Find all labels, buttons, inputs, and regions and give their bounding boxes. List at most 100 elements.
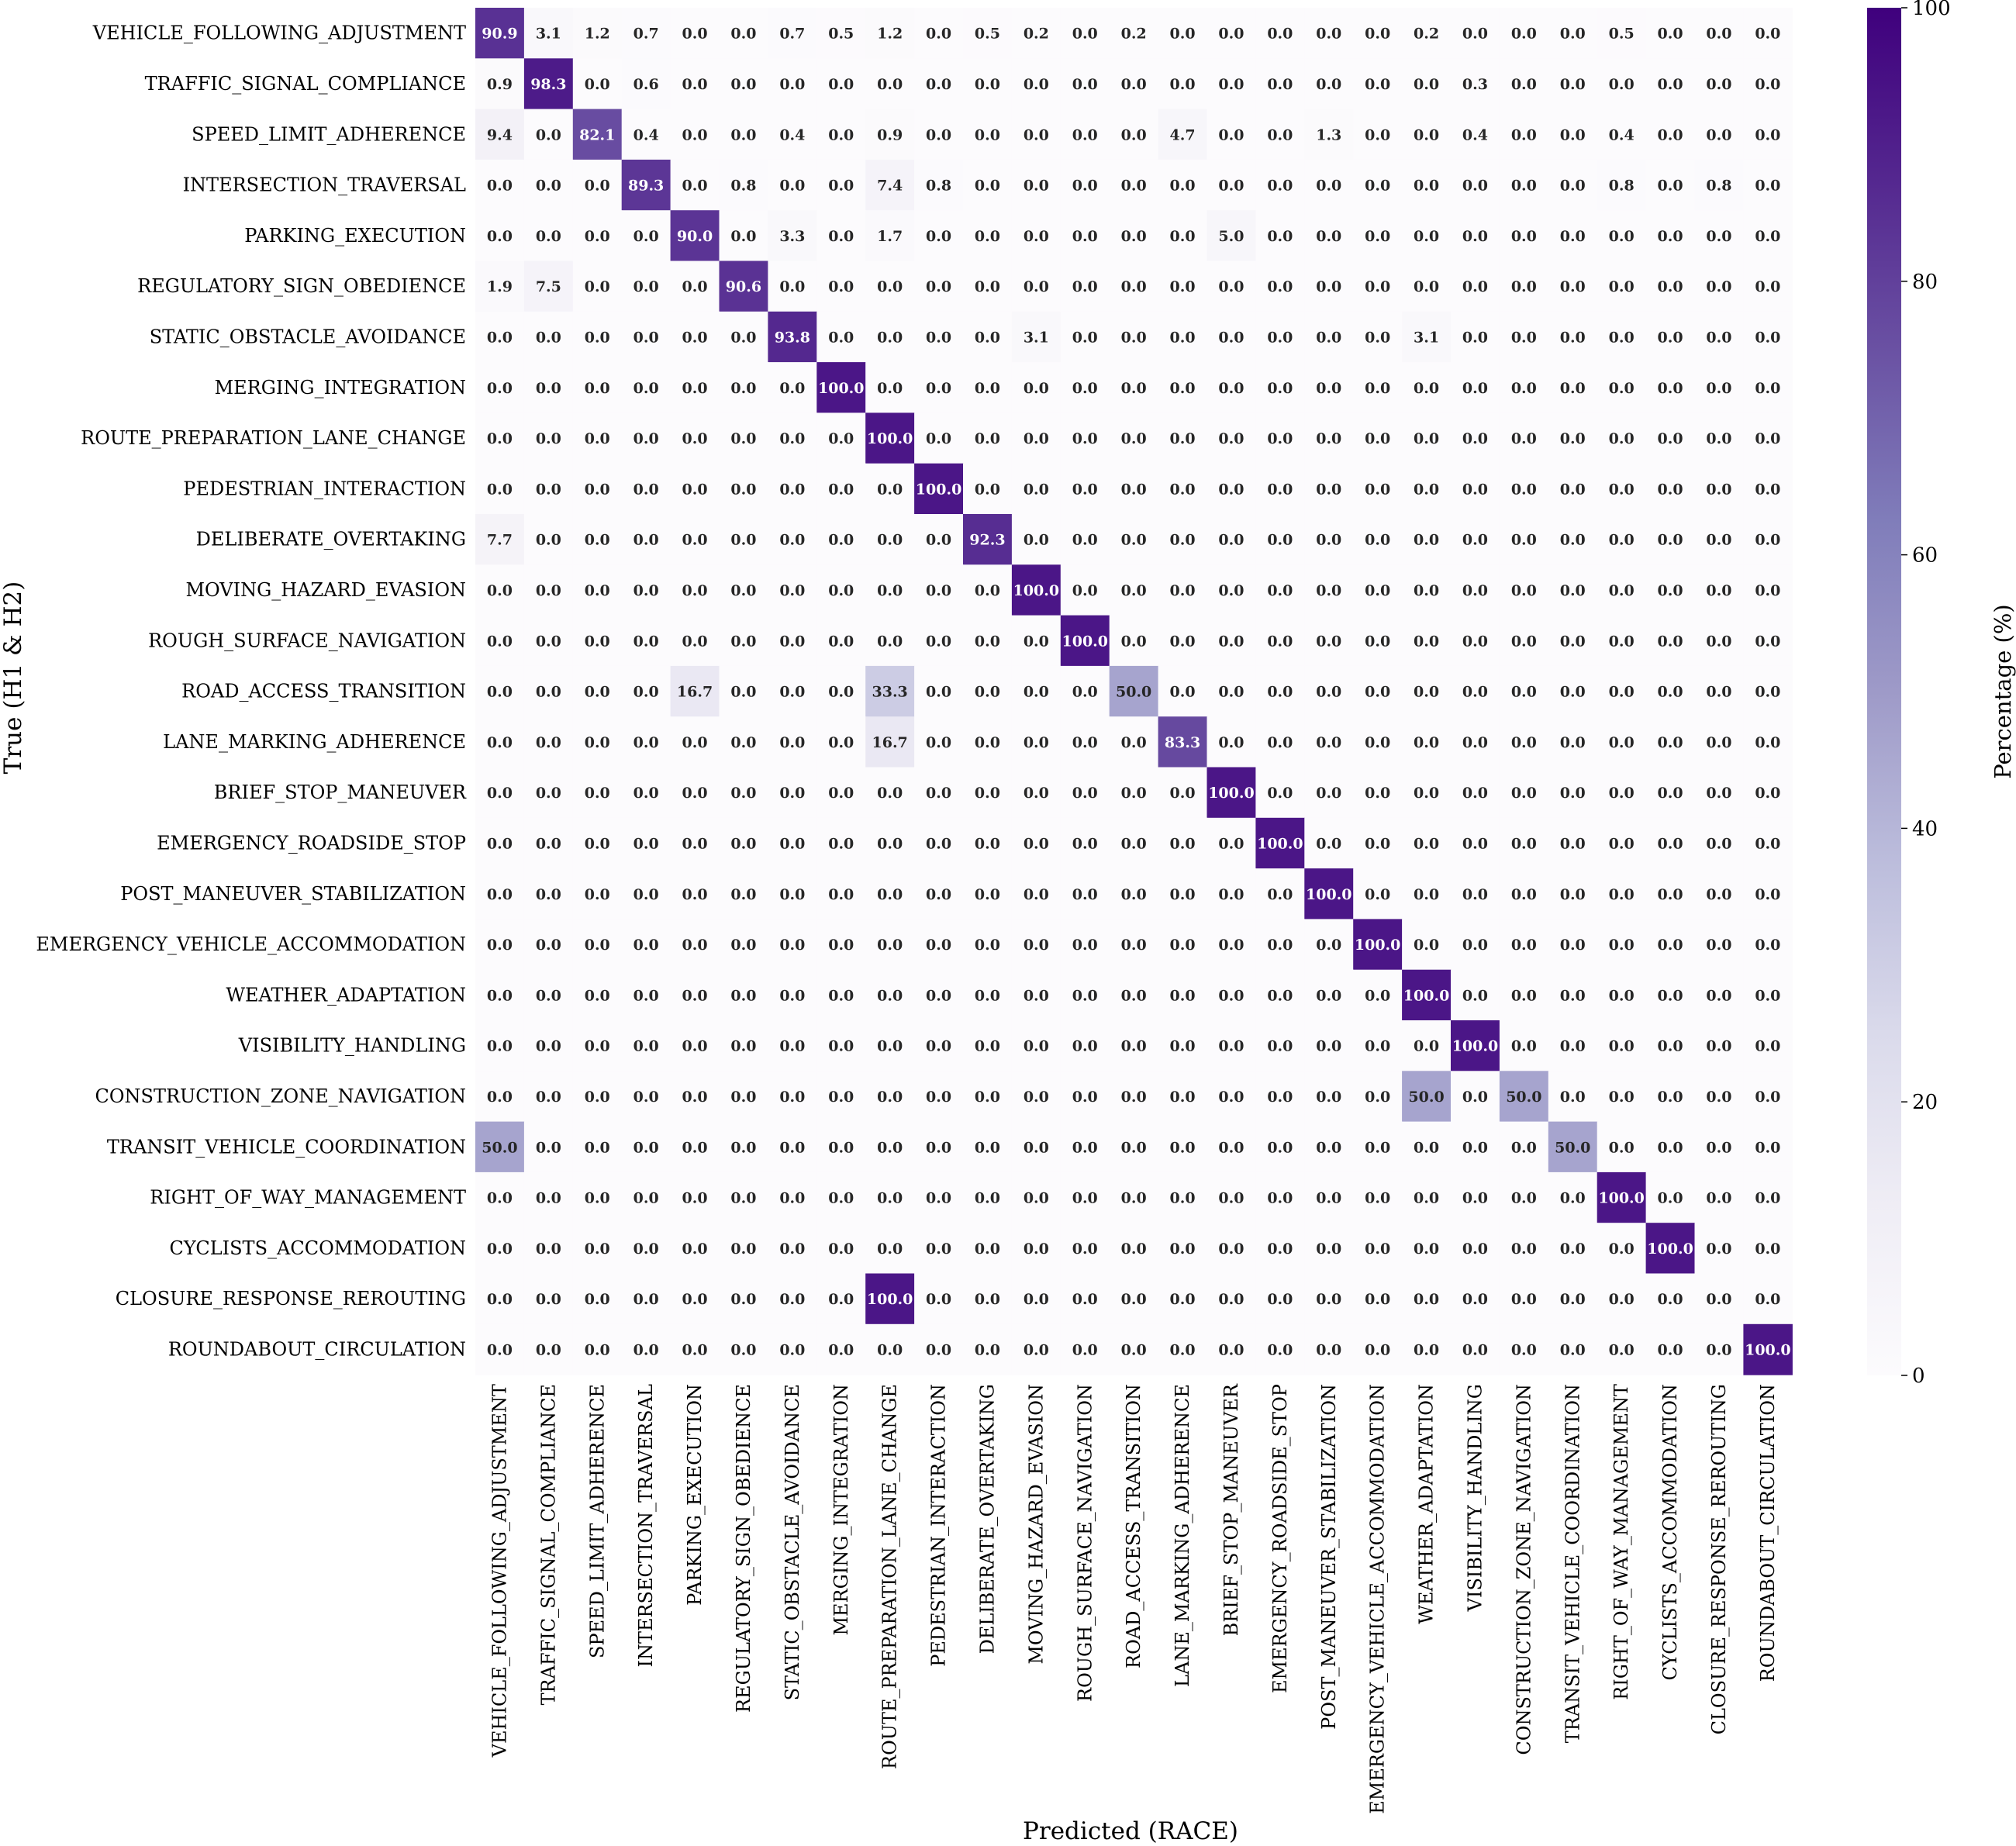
- cell-value-label: 0.0: [633, 278, 659, 295]
- heatmap-cell: [719, 1323, 768, 1375]
- cell-value-label: 0.0: [730, 76, 756, 93]
- cell-value-label: 0.0: [1462, 835, 1488, 852]
- cell-value-label: 0.0: [1462, 886, 1488, 903]
- heatmap-cell: [914, 58, 964, 110]
- heatmap-cell: [963, 1171, 1013, 1223]
- heatmap-cell: [865, 159, 915, 211]
- heatmap-cell: [1255, 412, 1305, 464]
- heatmap-cell: [1451, 665, 1500, 717]
- heatmap-cell: [1743, 564, 1793, 616]
- cell-value-label: 50.0: [1555, 1139, 1590, 1156]
- cell-value-label: 0.0: [877, 532, 903, 549]
- y-axis-title: True (H1 & H2): [0, 581, 27, 775]
- cell-value-label: 0.0: [1170, 684, 1196, 701]
- cell-value-label: 0.0: [1706, 278, 1731, 295]
- heatmap-cell: [768, 767, 817, 819]
- cell-value-label: 0.0: [1218, 178, 1244, 195]
- heatmap-cell: [1206, 109, 1256, 160]
- heatmap-cell: [1499, 159, 1549, 211]
- cell-value-label: 0.0: [1316, 582, 1341, 599]
- heatmap-cell: [719, 868, 768, 920]
- cell-value-label: 100.0: [1355, 937, 1401, 954]
- cell-value-label: 0.0: [1170, 937, 1196, 954]
- cell-value-label: 0.2: [1024, 26, 1049, 43]
- heatmap-cell: [1694, 412, 1744, 464]
- colorbar-tick-label: 80: [1912, 271, 1938, 294]
- heatmap-cell: [1304, 665, 1354, 717]
- cell-value-label: 0.0: [585, 1089, 610, 1106]
- heatmap-cell: [1158, 919, 1208, 971]
- cell-value-label: 0.0: [1414, 228, 1439, 245]
- cell-value-label: 0.0: [828, 1038, 854, 1055]
- cell-value-label: 0.0: [1658, 1190, 1683, 1207]
- cell-value-label: 0.0: [487, 380, 513, 397]
- cell-value-label: 100.0: [1306, 886, 1352, 903]
- heatmap-cell: [1451, 1273, 1500, 1325]
- heatmap-cell: [621, 1273, 671, 1325]
- cell-value-label: 0.0: [682, 1190, 708, 1207]
- cell-value-label: 0.0: [1024, 532, 1049, 549]
- cell-value-label: 0.0: [682, 380, 708, 397]
- cell-value-label: 0.0: [1706, 532, 1731, 549]
- heatmap-cell: [621, 1121, 671, 1173]
- heatmap-cell: [1645, 817, 1696, 869]
- heatmap-cell: [1109, 1071, 1159, 1123]
- heatmap-cell: [1451, 919, 1500, 971]
- heatmap-cell: [1255, 109, 1305, 160]
- cell-value-label: 0.0: [585, 582, 610, 599]
- cell-value-label: 0.0: [1560, 178, 1586, 195]
- cell-value-label: 0.0: [1170, 633, 1196, 650]
- heatmap-cell: [523, 564, 574, 616]
- heatmap-cell: [865, 210, 915, 262]
- heatmap-cell: [1499, 969, 1549, 1021]
- heatmap-cell: [914, 311, 964, 363]
- cell-value-label: 0.0: [682, 481, 708, 498]
- heatmap-cell: [1255, 564, 1305, 616]
- colorbar-tick-label: 0: [1912, 1365, 1925, 1388]
- heatmap-cell: [1109, 564, 1159, 616]
- heatmap-cell: [1255, 1020, 1305, 1071]
- heatmap-cell: [1645, 1121, 1696, 1173]
- heatmap-cell: [621, 412, 671, 464]
- cell-value-label: 0.0: [828, 684, 854, 701]
- cell-value-label: 0.0: [926, 1291, 951, 1308]
- heatmap-cell: [1255, 514, 1305, 565]
- heatmap-cell: [865, 8, 915, 59]
- cell-value-label: 0.0: [1755, 1089, 1780, 1106]
- cell-value-label: 0.0: [1121, 1291, 1147, 1308]
- cell-value-label: 0.0: [585, 987, 610, 1004]
- cell-value-label: 0.5: [975, 26, 1000, 43]
- heatmap-cell: [1743, 817, 1793, 869]
- heatmap-cell: [1743, 969, 1793, 1021]
- x-tick-labels: VEHICLE_FOLLOWING_ADJUSTMENT TRAFFIC_SIGN…: [488, 1383, 1778, 1814]
- cell-value-label: 0.0: [633, 1240, 659, 1258]
- heatmap-cell: [1158, 1323, 1208, 1375]
- heatmap-cell: [1304, 362, 1354, 413]
- cell-value-label: 0.0: [828, 886, 854, 903]
- cell-value-label: 0.0: [487, 1038, 513, 1055]
- heatmap-cell: [1304, 514, 1354, 565]
- heatmap-cell: [572, 767, 623, 819]
- cell-value-label: 0.0: [1706, 734, 1731, 751]
- heatmap-cell: [475, 463, 525, 515]
- heatmap-cell: [475, 1223, 525, 1275]
- cell-value-label: 0.0: [975, 734, 1000, 751]
- heatmap-cell: [1011, 868, 1062, 920]
- cell-value-label: 0.0: [1658, 1291, 1683, 1308]
- cell-value-label: 0.0: [1462, 228, 1488, 245]
- cell-value-label: 1.9: [487, 278, 513, 295]
- cell-value-label: 0.0: [1024, 228, 1049, 245]
- cell-value-label: 0.0: [1365, 1240, 1390, 1258]
- heatmap-cell: [572, 1273, 623, 1325]
- heatmap-cell: [914, 716, 964, 768]
- cell-value-label: 0.0: [1121, 1190, 1147, 1207]
- cell-value-label: 0.0: [926, 987, 951, 1004]
- heatmap-cell: [1597, 362, 1647, 413]
- cell-value-label: 0.0: [926, 329, 951, 346]
- heatmap-cell: [1353, 868, 1403, 920]
- cell-value-label: 0.0: [633, 1190, 659, 1207]
- heatmap-cell: [1158, 868, 1208, 920]
- cell-value-label: 0.0: [1414, 582, 1439, 599]
- heatmap-cell: [1206, 8, 1256, 59]
- heatmap-cell: [1451, 767, 1500, 819]
